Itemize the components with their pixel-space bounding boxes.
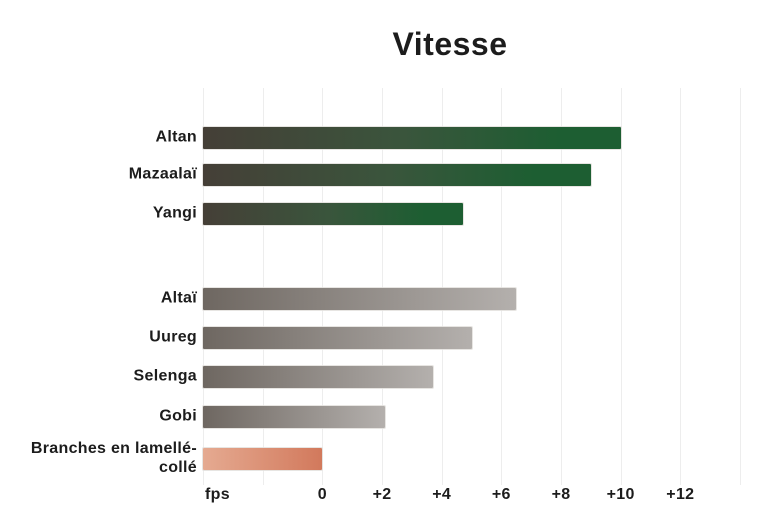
x-tick-label: +4 xyxy=(432,486,452,503)
category-label: Altaï xyxy=(160,289,197,307)
gridline xyxy=(680,88,682,485)
bar-gobi xyxy=(203,406,385,428)
gridline xyxy=(501,88,503,485)
category-label: Altan xyxy=(155,128,197,146)
x-tick-label: 0 xyxy=(317,486,327,503)
category-label: Mazaalaï xyxy=(128,165,197,183)
gridline xyxy=(203,88,204,485)
bar-alta xyxy=(203,288,517,310)
category-label: Branches en lamellé-collé xyxy=(30,440,197,476)
category-label: Yangi xyxy=(152,204,197,222)
gridline xyxy=(740,88,741,485)
x-axis: fps 0 +2 +4 +6 +8 +10 +12 xyxy=(203,486,740,510)
category-label: Selenga xyxy=(133,367,197,385)
bar-yangi xyxy=(203,203,463,225)
gridline xyxy=(322,88,324,485)
x-tick-label: +10 xyxy=(606,486,635,503)
x-tick-label: +2 xyxy=(372,486,392,503)
bar-branches-en-lamell-coll xyxy=(203,448,323,470)
x-tick-label: +12 xyxy=(666,486,695,503)
bar-mazaala xyxy=(203,164,591,186)
gridline xyxy=(382,88,383,485)
chart-title: Vitesse xyxy=(392,26,508,62)
category-label: Uureg xyxy=(149,328,197,346)
gridline xyxy=(441,88,443,485)
gridline xyxy=(561,88,562,485)
x-tick-label: +6 xyxy=(491,486,511,503)
bar-selenga xyxy=(203,366,433,388)
gridline xyxy=(262,88,264,485)
gridline xyxy=(620,88,622,485)
bar-altan xyxy=(203,127,621,149)
category-labels: Altan Mazaalaï Yangi Altaï Uureg Selenga Gobi B… xyxy=(0,88,197,485)
x-axis-unit-label: fps xyxy=(205,486,230,503)
plot-area xyxy=(203,88,741,485)
x-tick-label: +8 xyxy=(551,486,571,503)
category-label: Gobi xyxy=(159,407,197,425)
bar-uureg xyxy=(203,327,472,349)
